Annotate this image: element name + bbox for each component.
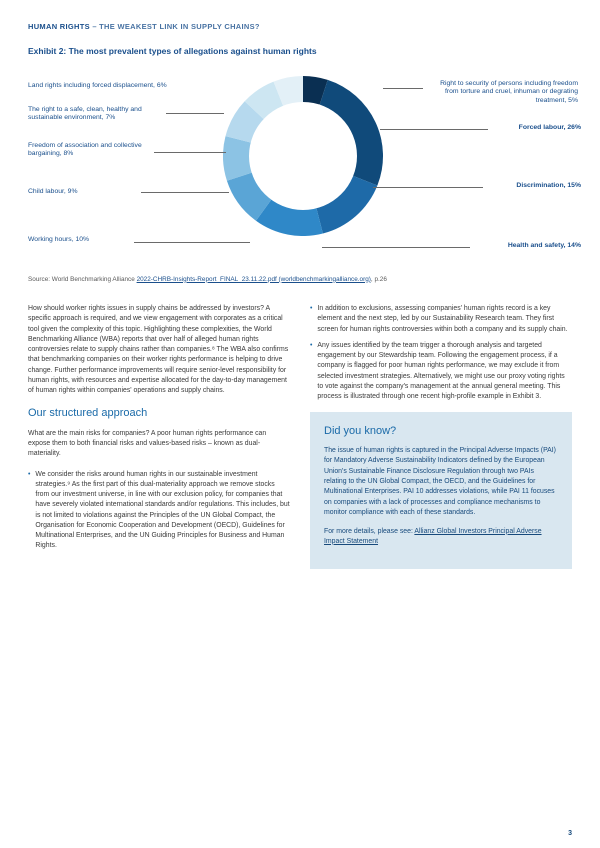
source-link[interactable]: 2022-CHRB-Insights-Report_FINAL_23.11.22… bbox=[137, 276, 371, 283]
exhibit-title: Exhibit 2: The most prevalent types of a… bbox=[28, 46, 572, 57]
chart-label: Discrimination, 15% bbox=[486, 182, 581, 190]
section-heading: Our structured approach bbox=[28, 406, 290, 421]
chart-label: Working hours, 10% bbox=[28, 236, 138, 244]
bullet-dot-icon: • bbox=[310, 304, 312, 335]
left-bullet-1: • We consider the risks around human rig… bbox=[28, 470, 290, 552]
leader-line bbox=[373, 187, 483, 188]
chart-label: Health and safety, 14% bbox=[473, 242, 581, 250]
leader-line bbox=[380, 129, 488, 130]
leader-line bbox=[154, 152, 226, 153]
page-header: HUMAN RIGHTS – THE WEAKEST LINK IN SUPPL… bbox=[28, 22, 572, 32]
header-part-a: HUMAN RIGHTS bbox=[28, 22, 90, 31]
right-bullet-2-text: Any issues identified by the team trigge… bbox=[317, 341, 572, 402]
header-part-b: – THE WEAKEST LINK IN SUPPLY CHAINS? bbox=[90, 22, 260, 31]
callout-link-row: For more details, please see: Allianz Gl… bbox=[324, 527, 558, 548]
callout-heading: Did you know? bbox=[324, 424, 558, 439]
bullet-dot-icon: • bbox=[310, 341, 312, 402]
chart-source: Source: World Benchmarking Alliance 2022… bbox=[28, 276, 572, 285]
right-bullet-1: • In addition to exclusions, assessing c… bbox=[310, 304, 572, 335]
leader-line bbox=[383, 88, 423, 89]
leader-line bbox=[134, 242, 250, 243]
bullet-dot-icon: • bbox=[28, 470, 30, 552]
leader-line bbox=[322, 247, 470, 248]
left-para-1: How should worker rights issues in suppl… bbox=[28, 304, 290, 396]
two-column-body: How should worker rights issues in suppl… bbox=[28, 304, 572, 569]
chart-label: Forced labour, 26% bbox=[491, 124, 581, 132]
leader-line bbox=[166, 113, 224, 114]
chart-label: The right to a safe, clean, healthy and … bbox=[28, 106, 168, 123]
did-you-know-callout: Did you know? The issue of human rights … bbox=[310, 412, 572, 569]
chart-label: Freedom of association and collective ba… bbox=[28, 142, 158, 159]
chart-label: Land rights including forced displacemen… bbox=[28, 82, 208, 90]
right-column: • In addition to exclusions, assessing c… bbox=[310, 304, 572, 569]
page-number: 3 bbox=[568, 829, 572, 838]
callout-link-prefix: For more details, please see: bbox=[324, 528, 414, 535]
left-column: How should worker rights issues in suppl… bbox=[28, 304, 290, 569]
source-prefix: Source: World Benchmarking Alliance bbox=[28, 276, 137, 283]
donut-chart: Right to security of persons including f… bbox=[28, 66, 572, 266]
left-para-2: What are the main risks for companies? A… bbox=[28, 429, 290, 460]
chart-label: Right to security of persons including f… bbox=[426, 80, 578, 105]
source-suffix: , p.26 bbox=[371, 276, 387, 283]
donut-hole bbox=[249, 102, 357, 210]
right-bullet-2: • Any issues identified by the team trig… bbox=[310, 341, 572, 402]
callout-body: The issue of human rights is captured in… bbox=[324, 446, 558, 519]
left-bullet-1-text: We consider the risks around human right… bbox=[35, 470, 290, 552]
right-bullet-1-text: In addition to exclusions, assessing com… bbox=[317, 304, 572, 335]
leader-line bbox=[141, 192, 229, 193]
chart-label: Child labour, 9% bbox=[28, 188, 138, 196]
